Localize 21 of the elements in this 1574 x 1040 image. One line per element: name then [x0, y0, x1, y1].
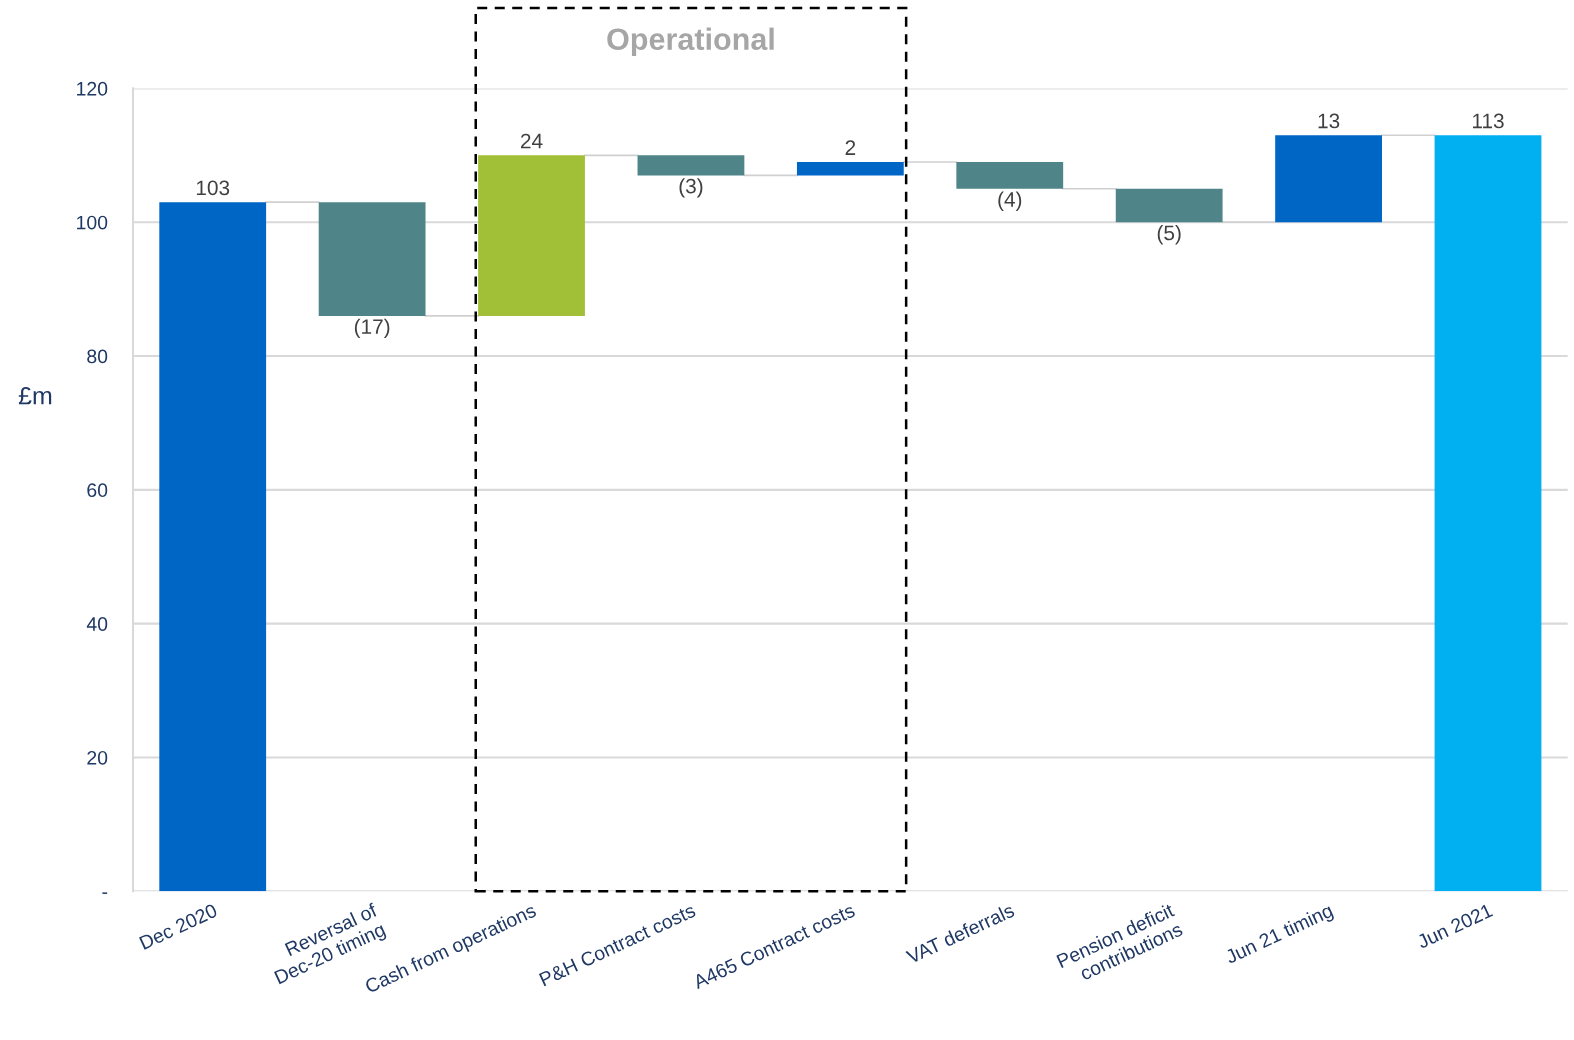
y-tick-label: 80	[87, 349, 108, 364]
x-tick-label: Jun 2021	[1415, 903, 1494, 950]
data-label: (5)	[1157, 224, 1181, 245]
data-label: (4)	[998, 191, 1022, 211]
data-label: 13	[1318, 113, 1340, 129]
y-tick-label: 40	[86, 617, 108, 631]
text: Operational	[607, 27, 774, 57]
y-tick-label: 100	[77, 215, 108, 230]
x-tick-label: Jun 21 timing	[1224, 902, 1336, 968]
y-tick-label: 60	[87, 483, 108, 498]
y-axis-title: £m	[18, 386, 52, 405]
data-label: 24	[520, 133, 543, 149]
x-tick-label: Dec 2020	[138, 903, 219, 950]
data-label: 113	[1472, 113, 1504, 129]
y-tick-label: 20	[87, 750, 108, 765]
data-label: 103	[196, 180, 230, 196]
data-label: (17)	[354, 318, 390, 339]
y-tick-label: 120	[77, 81, 108, 96]
data-label: 2	[845, 140, 856, 155]
y-tick-label: -	[102, 892, 108, 894]
data-label: (3)	[679, 178, 703, 198]
